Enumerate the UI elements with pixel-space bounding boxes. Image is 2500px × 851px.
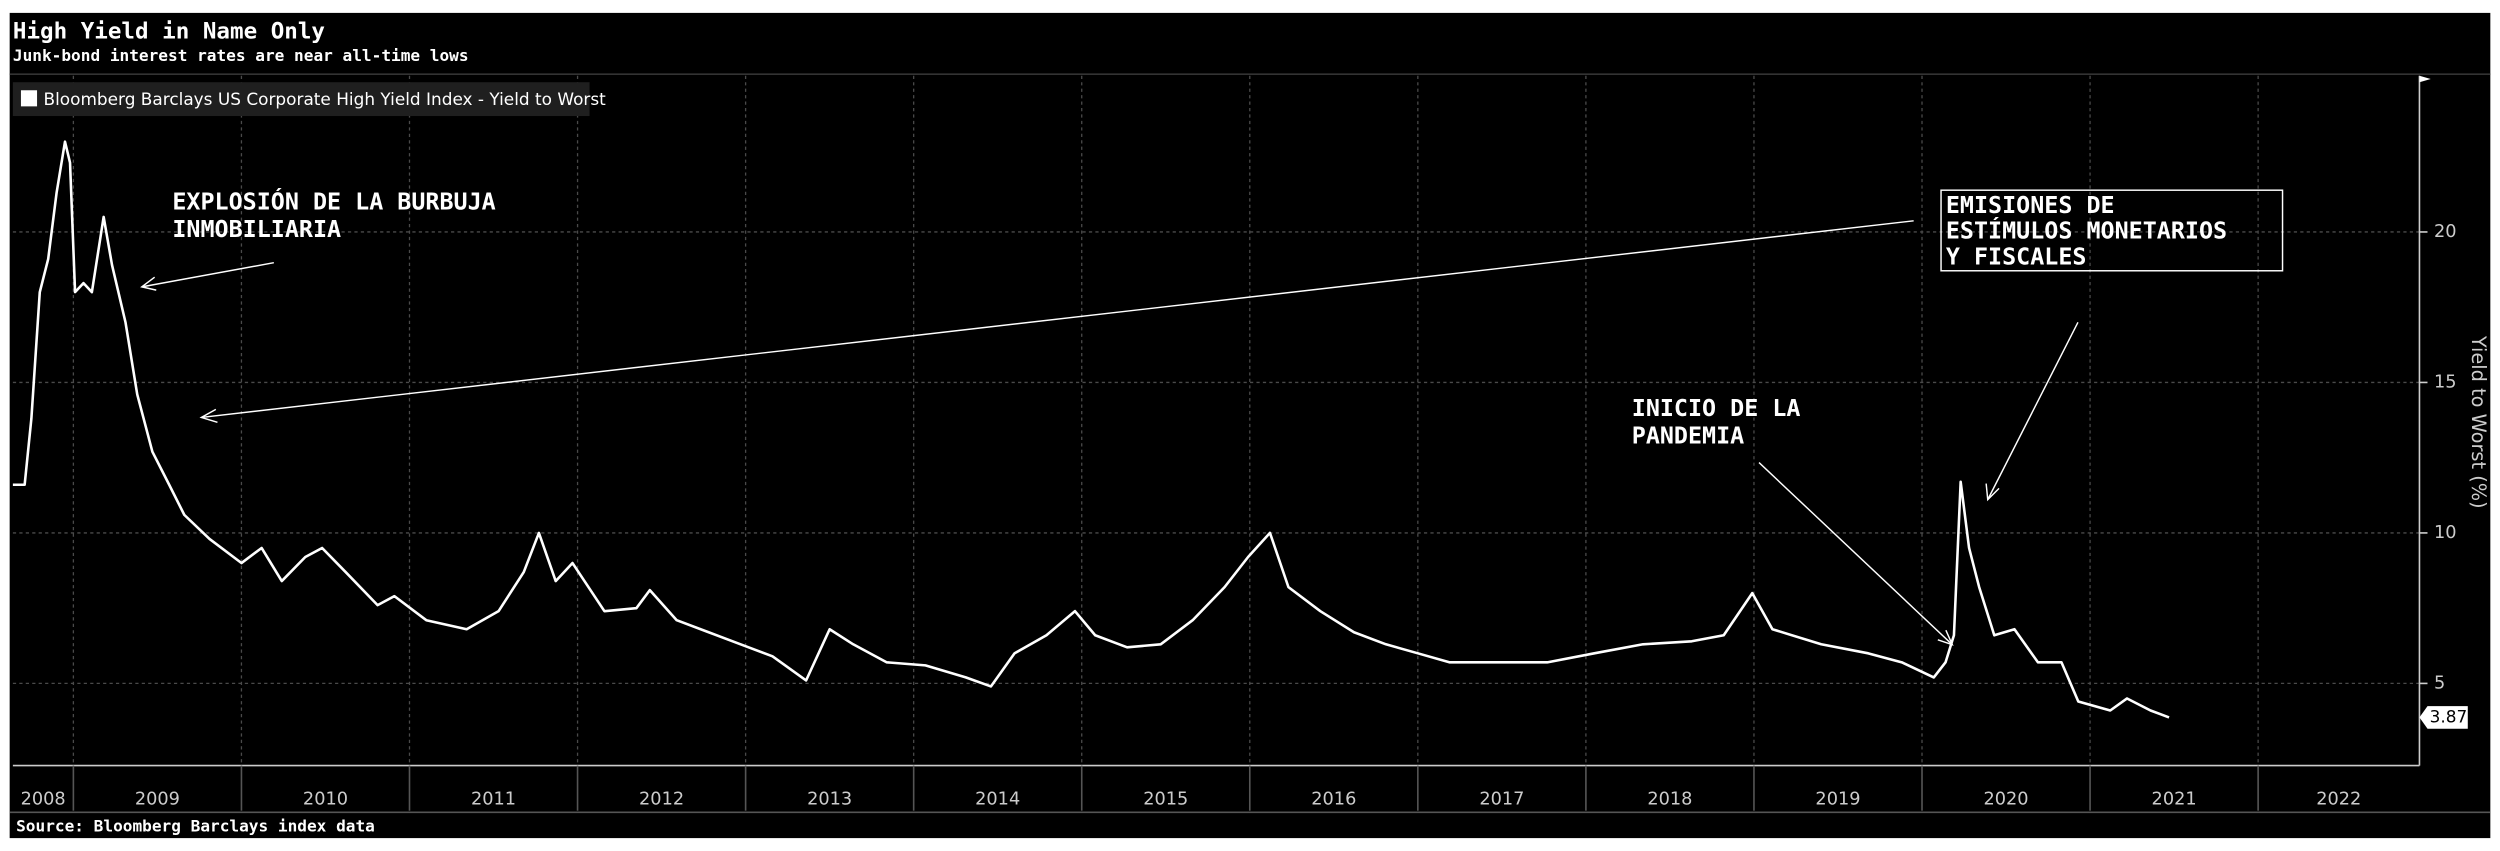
annotation-box bbox=[1940, 189, 2284, 272]
x-tick-label: 2014 bbox=[975, 789, 1020, 809]
x-tick-label: 2017 bbox=[1479, 789, 1524, 809]
arrowhead bbox=[1937, 629, 1954, 646]
y-axis-label: Yield to Worst (%) bbox=[2467, 335, 2490, 509]
annotation-arrow bbox=[1758, 462, 1953, 646]
x-tick-label: 2011 bbox=[471, 789, 516, 809]
chart-title: High Yield in Name Only bbox=[13, 19, 325, 45]
x-tick-label: 2018 bbox=[1647, 789, 1692, 809]
annotation-arrow bbox=[201, 220, 1914, 419]
x-tick-label: 2020 bbox=[1983, 789, 2028, 809]
arrowhead bbox=[1985, 483, 2000, 502]
y-tick-label: 15 bbox=[2434, 372, 2457, 392]
data-line bbox=[12, 140, 2170, 719]
x-tick-label: 2010 bbox=[303, 789, 348, 809]
plot-area bbox=[12, 75, 2420, 766]
x-tick-label: 2009 bbox=[135, 789, 180, 809]
x-tick-label: 2019 bbox=[1815, 789, 1860, 809]
annotation-text: ESTÍMULOS MONETARIOS bbox=[1946, 217, 2227, 245]
annotation-arrow bbox=[141, 262, 274, 288]
annotation-text: INMOBILIARIA bbox=[172, 215, 341, 243]
x-tick-label: 2021 bbox=[2152, 789, 2197, 809]
legend-swatch bbox=[20, 90, 38, 107]
legend-box bbox=[12, 82, 590, 117]
annotation-arrow bbox=[1987, 322, 2079, 500]
x-tick-label: 2013 bbox=[807, 789, 852, 809]
x-tick-label: 2016 bbox=[1311, 789, 1356, 809]
annotation-text: Y FISCALES bbox=[1946, 242, 2087, 270]
x-tick-label: 2012 bbox=[639, 789, 684, 809]
x-tick-label: 2008 bbox=[21, 789, 66, 809]
annotation-text: EMISIONES DE bbox=[1946, 191, 2115, 219]
x-tick-label: 2015 bbox=[1143, 789, 1188, 809]
y-tick-label: 20 bbox=[2434, 222, 2457, 242]
chart-subtitle: Junk-bond interest rates are near all-ti… bbox=[13, 46, 469, 65]
last-value-box bbox=[2419, 706, 2468, 729]
source: Source: Bloomberg Barclays index data bbox=[16, 816, 375, 835]
annotation-text: EXPLOSIÓN DE LA BURBUJA bbox=[172, 188, 495, 216]
x-tick-label: 2022 bbox=[2316, 789, 2361, 809]
arrowhead bbox=[140, 276, 157, 291]
arrowhead bbox=[199, 408, 218, 423]
annotation-text: INICIO DE LA bbox=[1632, 394, 1801, 422]
y-tick-label: 10 bbox=[2434, 523, 2457, 543]
y-tick-label: 5 bbox=[2434, 673, 2445, 693]
last-value-label: 3.87 bbox=[2430, 706, 2468, 726]
axis-arrow bbox=[2419, 75, 2431, 83]
annotation-text: PANDEMIA bbox=[1632, 421, 1744, 449]
legend-label: Bloomberg Barclays US Corporate High Yie… bbox=[43, 89, 606, 109]
